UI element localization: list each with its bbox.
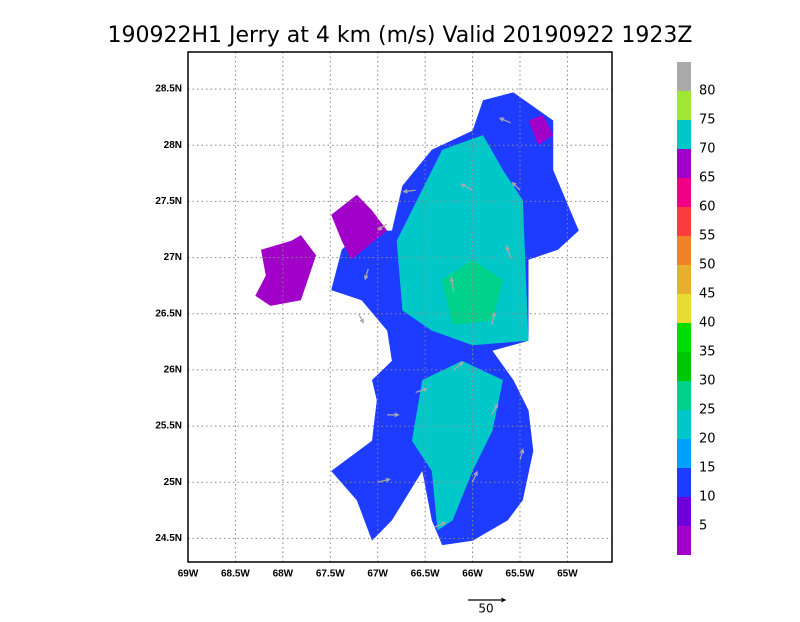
wind-vector bbox=[358, 313, 364, 324]
chart-title: 190922H1 Jerry at 4 km (m/s) Valid 20190… bbox=[107, 23, 692, 48]
colorbar-box bbox=[677, 526, 691, 555]
wind-vector bbox=[472, 470, 478, 483]
x-tick-label: 66.5W bbox=[411, 569, 440, 580]
colorbar-box bbox=[677, 439, 691, 468]
colorbar-label: 50 bbox=[699, 258, 716, 273]
x-tick-label: 67.5W bbox=[316, 569, 345, 580]
y-tick-label: 28N bbox=[164, 140, 182, 151]
wind-region bbox=[255, 235, 317, 306]
wind-vector bbox=[519, 448, 525, 460]
colorbar-label: 70 bbox=[699, 142, 716, 157]
y-tick-label: 25.5N bbox=[155, 421, 182, 432]
wind-region bbox=[331, 194, 388, 260]
wind-vector bbox=[468, 597, 507, 603]
wind-vector bbox=[387, 412, 400, 418]
vector-reference-label: 50 bbox=[478, 602, 493, 616]
colorbar-box bbox=[677, 120, 691, 149]
colorbar-label: 15 bbox=[699, 461, 716, 476]
y-tick-label: 26N bbox=[164, 365, 182, 376]
wind-vector bbox=[415, 387, 429, 393]
wind-vector bbox=[490, 311, 496, 326]
colorbar-box bbox=[677, 381, 691, 410]
colorbar-box bbox=[677, 91, 691, 120]
colorbar-box bbox=[677, 62, 691, 91]
wind-region bbox=[442, 259, 503, 325]
wind-vector bbox=[434, 521, 447, 528]
x-tick-label: 68.5W bbox=[221, 569, 250, 580]
y-tick-label: 28.5N bbox=[155, 84, 182, 95]
colorbar-label: 45 bbox=[699, 287, 716, 302]
y-tick-label: 27.5N bbox=[155, 196, 182, 207]
x-tick-label: 68W bbox=[273, 569, 294, 580]
wind-region bbox=[411, 360, 503, 531]
wind-vector bbox=[491, 403, 499, 416]
colorbar-label: 35 bbox=[699, 345, 716, 360]
plot-frame bbox=[187, 51, 613, 563]
colorbar-label: 80 bbox=[699, 84, 716, 99]
wind-vector bbox=[511, 181, 521, 191]
colorbar-label: 65 bbox=[699, 171, 716, 186]
x-tick-label: 69W bbox=[178, 569, 199, 580]
x-tick-label: 67W bbox=[367, 569, 388, 580]
x-tick-label: 66W bbox=[462, 569, 483, 580]
wind-vector bbox=[498, 117, 511, 124]
colorbar-label: 60 bbox=[699, 200, 716, 215]
y-tick-label: 26.5N bbox=[155, 308, 182, 319]
y-tick-label: 24.5N bbox=[155, 533, 182, 544]
colorbar-box bbox=[677, 323, 691, 352]
wind-vector bbox=[453, 361, 464, 371]
colorbar-box bbox=[677, 236, 691, 265]
colorbar-label: 75 bbox=[699, 113, 716, 128]
colorbar-box bbox=[677, 410, 691, 439]
colorbar-box bbox=[677, 294, 691, 323]
colorbar-label: 40 bbox=[699, 316, 716, 331]
wind-vector bbox=[402, 188, 416, 194]
x-tick-label: 65W bbox=[557, 569, 578, 580]
colorbar-label: 10 bbox=[699, 490, 716, 505]
wind-vector bbox=[460, 183, 473, 191]
colorbar-label: 25 bbox=[699, 403, 716, 418]
y-tick-label: 25N bbox=[164, 477, 182, 488]
y-tick-label: 27N bbox=[164, 252, 182, 263]
wind-vector bbox=[505, 245, 512, 258]
wind-vector bbox=[449, 276, 455, 292]
colorbar-box bbox=[677, 497, 691, 526]
colorbar-box bbox=[677, 207, 691, 236]
colorbar-label: 55 bbox=[699, 229, 716, 244]
colorbar-box bbox=[677, 265, 691, 294]
colorbar-box bbox=[677, 352, 691, 381]
colorbar-label: 5 bbox=[699, 519, 707, 534]
colorbar-box bbox=[677, 149, 691, 178]
colorbar-box bbox=[677, 178, 691, 207]
wind-vector bbox=[377, 477, 391, 483]
colorbar-box bbox=[677, 468, 691, 497]
colorbar-label: 20 bbox=[699, 432, 716, 447]
wind-vector bbox=[377, 223, 388, 231]
wind-region bbox=[528, 114, 554, 146]
colorbar-label: 30 bbox=[699, 374, 716, 389]
wind-vector bbox=[363, 268, 369, 281]
x-tick-label: 65.5W bbox=[506, 569, 535, 580]
